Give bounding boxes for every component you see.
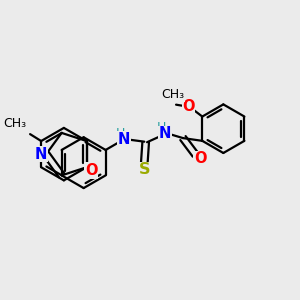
Text: N: N bbox=[117, 132, 130, 147]
Text: S: S bbox=[139, 162, 150, 177]
Text: N: N bbox=[159, 126, 171, 141]
Text: O: O bbox=[182, 99, 195, 114]
Text: CH₃: CH₃ bbox=[162, 88, 185, 101]
Text: O: O bbox=[194, 151, 207, 166]
Text: O: O bbox=[85, 163, 97, 178]
Text: CH₃: CH₃ bbox=[3, 117, 26, 130]
Text: H: H bbox=[157, 122, 166, 134]
Text: N: N bbox=[34, 147, 47, 162]
Text: H: H bbox=[116, 127, 125, 140]
